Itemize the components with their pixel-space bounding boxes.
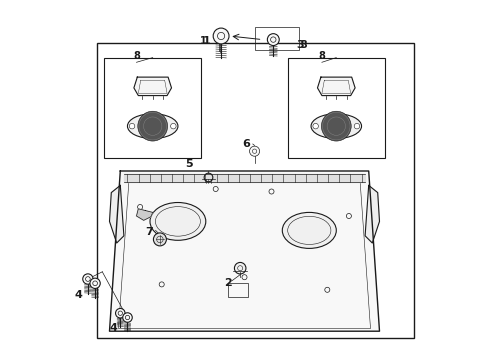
Ellipse shape bbox=[150, 202, 205, 240]
Text: 4: 4 bbox=[109, 323, 117, 333]
Polygon shape bbox=[123, 174, 365, 182]
Text: 1: 1 bbox=[200, 36, 206, 46]
Bar bbox=[287, 58, 384, 158]
Bar bbox=[104, 58, 201, 158]
Ellipse shape bbox=[127, 114, 178, 139]
Circle shape bbox=[129, 123, 135, 129]
Polygon shape bbox=[365, 185, 379, 243]
Polygon shape bbox=[136, 209, 152, 220]
Circle shape bbox=[213, 28, 228, 44]
Text: 8: 8 bbox=[318, 51, 325, 61]
Text: 6: 6 bbox=[242, 139, 250, 149]
Text: 8: 8 bbox=[133, 51, 140, 61]
Text: 4: 4 bbox=[75, 290, 82, 300]
Circle shape bbox=[170, 123, 176, 129]
Text: 2: 2 bbox=[224, 278, 232, 288]
Circle shape bbox=[353, 123, 359, 129]
Polygon shape bbox=[134, 77, 171, 96]
Circle shape bbox=[234, 262, 245, 274]
Polygon shape bbox=[109, 185, 123, 243]
Circle shape bbox=[82, 274, 93, 284]
Polygon shape bbox=[317, 77, 354, 96]
Text: 3: 3 bbox=[300, 40, 306, 50]
Bar bbox=[255, 27, 298, 50]
Circle shape bbox=[249, 146, 259, 156]
Circle shape bbox=[321, 111, 350, 141]
Ellipse shape bbox=[282, 212, 336, 248]
Polygon shape bbox=[109, 171, 379, 331]
Ellipse shape bbox=[310, 114, 361, 139]
Circle shape bbox=[153, 233, 166, 246]
Text: 1: 1 bbox=[203, 36, 210, 46]
Text: 3: 3 bbox=[296, 40, 304, 50]
Bar bbox=[228, 283, 247, 297]
Circle shape bbox=[90, 278, 100, 288]
Text: 7: 7 bbox=[145, 227, 153, 237]
Circle shape bbox=[312, 123, 318, 129]
Circle shape bbox=[267, 34, 279, 46]
Circle shape bbox=[115, 309, 125, 318]
Bar bbox=[97, 43, 413, 338]
Circle shape bbox=[138, 111, 167, 141]
Text: 5: 5 bbox=[184, 159, 192, 169]
Circle shape bbox=[122, 313, 132, 322]
